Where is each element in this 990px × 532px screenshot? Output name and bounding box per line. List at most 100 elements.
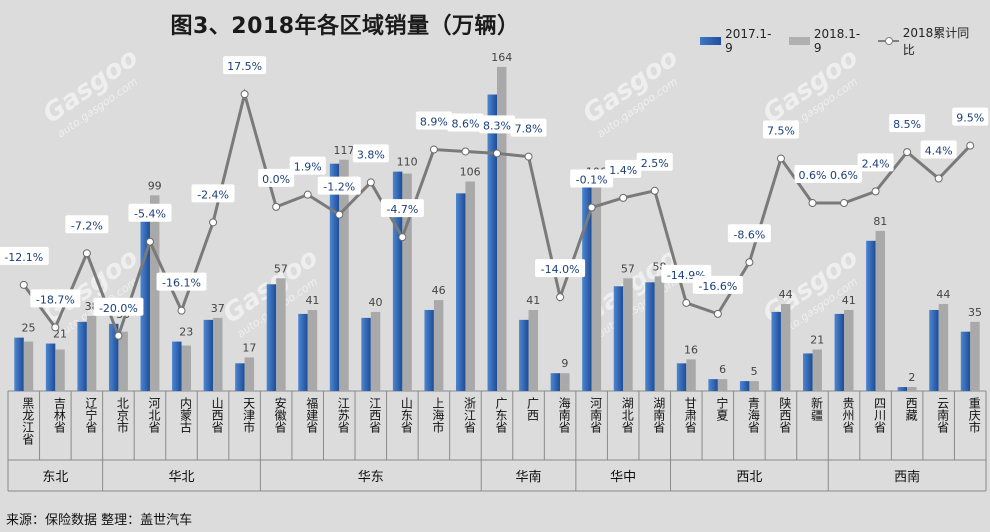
pct-label: -1.2% <box>323 181 355 194</box>
category-label: 安徽省 <box>273 396 287 433</box>
bar-2018 <box>528 309 539 391</box>
bar-2018 <box>497 66 507 391</box>
yoy-point <box>429 145 438 154</box>
bar-2017 <box>298 313 308 391</box>
value-label: 99 <box>148 179 162 192</box>
category-label: 江西省 <box>368 397 382 433</box>
yoy-point <box>871 187 880 196</box>
value-label: 41 <box>305 294 319 307</box>
bar-2017 <box>266 284 277 391</box>
bar-2017 <box>834 313 845 391</box>
yoy-point <box>366 178 375 187</box>
bar-2017 <box>14 337 24 391</box>
category-label: 山东省 <box>399 397 413 433</box>
legend-label-2018: 2018.1-9 <box>813 27 861 55</box>
yoy-point <box>934 174 943 183</box>
category-label: 甘肃省 <box>683 397 697 433</box>
bar-2018 <box>465 181 475 391</box>
category-label: 河北省 <box>147 397 161 433</box>
bar-2018 <box>149 195 160 391</box>
bar-2017 <box>203 319 214 391</box>
bar-2018 <box>560 373 570 391</box>
category-label: 陕西省 <box>778 396 792 433</box>
pct-label-box <box>889 114 926 133</box>
yoy-point <box>682 298 691 307</box>
value-label: 2 <box>908 371 915 384</box>
pct-label-box <box>535 259 586 278</box>
value-label: 21 <box>810 333 824 346</box>
category-label: 海南省 <box>557 396 571 433</box>
category-label: 北京市 <box>115 397 129 433</box>
value-label: 46 <box>432 284 446 297</box>
bar-2018 <box>86 315 97 391</box>
bar-2017 <box>708 379 718 391</box>
pct-label-box <box>952 107 989 126</box>
yoy-point <box>776 154 785 163</box>
bar-2018 <box>23 341 34 391</box>
yoy-point <box>240 90 249 99</box>
legend-swatch-2017 <box>700 37 722 45</box>
category-label: 浙江省 <box>462 397 476 433</box>
pct-label: 2.4% <box>862 157 890 170</box>
category-label: 青海省 <box>746 397 760 433</box>
bar-2018 <box>844 309 854 391</box>
category-label: 辽宁省 <box>84 397 98 433</box>
bar-2018 <box>654 276 665 391</box>
pct-label-box <box>30 289 81 308</box>
bar-2018 <box>623 278 633 391</box>
value-label: 106 <box>460 165 481 178</box>
pct-label: 0.6% <box>830 169 858 182</box>
bar-2018 <box>118 331 128 391</box>
yoy-point <box>461 147 470 156</box>
bar-2017 <box>739 381 750 391</box>
pct-label-box <box>65 215 109 234</box>
yoy-point <box>903 148 912 157</box>
yoy-point <box>114 331 123 340</box>
pct-label-box <box>727 224 771 243</box>
yoy-point <box>209 218 218 227</box>
region-label: 西北 <box>736 470 762 485</box>
yoy-point <box>587 203 596 212</box>
pct-label-box <box>510 118 547 137</box>
yoy-point <box>966 141 975 150</box>
bar-2018 <box>780 304 791 391</box>
pct-label-box <box>605 159 642 178</box>
yoy-point <box>51 323 60 332</box>
bar-2018 <box>339 159 349 391</box>
region-label: 东北 <box>42 470 68 485</box>
value-label: 44 <box>779 288 793 301</box>
legend-item-2017: 2017.1-9 <box>700 27 777 55</box>
pct-label: 9.5% <box>956 112 984 125</box>
bar-2017 <box>676 363 687 391</box>
bar-2018 <box>244 357 255 391</box>
category-label: 广东省 <box>494 397 508 433</box>
bar-2018 <box>591 181 602 391</box>
pct-label: 8.5% <box>893 118 921 131</box>
category-label: 四川省 <box>873 397 887 433</box>
bar-2018 <box>55 349 65 391</box>
pct-label-box <box>156 272 207 291</box>
pct-label: 0.0% <box>262 173 290 186</box>
bar-2017 <box>455 193 466 391</box>
category-label: 新疆 <box>809 396 823 421</box>
bar-2017 <box>235 363 245 391</box>
pct-label-box <box>920 140 957 159</box>
value-label: 117 <box>333 144 354 157</box>
bar-2017 <box>550 373 561 391</box>
pct-label-box <box>191 184 235 203</box>
value-label: 37 <box>211 302 225 315</box>
bar-2018 <box>938 304 949 391</box>
pct-label: 7.5% <box>767 125 795 138</box>
yoy-point <box>808 199 817 208</box>
category-label: 重庆市 <box>967 397 981 433</box>
yoy-point <box>272 202 281 211</box>
pct-label: 1.4% <box>609 164 637 177</box>
category-label: 湖南省 <box>652 396 666 433</box>
bar-2017 <box>77 321 87 391</box>
bar-2018 <box>213 317 223 391</box>
value-label: 23 <box>179 326 193 339</box>
pct-label-box <box>447 113 484 132</box>
yoy-point <box>398 233 407 242</box>
bar-2017 <box>771 311 781 391</box>
